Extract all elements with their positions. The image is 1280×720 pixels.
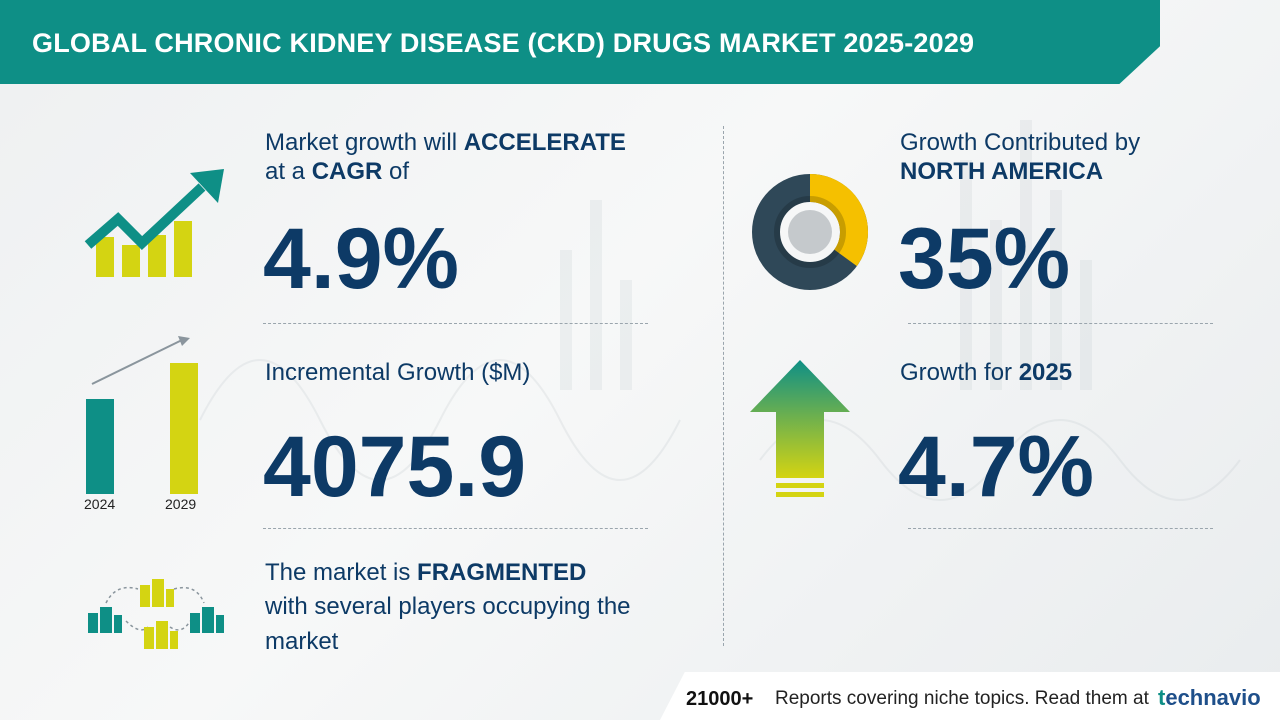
region-name: NORTH AMERICA bbox=[900, 158, 1104, 185]
technavio-logo-mark: t bbox=[1158, 685, 1166, 710]
donut-chart-icon bbox=[752, 174, 868, 290]
fragmented-label: FRAGMENTED bbox=[417, 559, 587, 586]
incremental-value: 4075.9 bbox=[263, 419, 527, 515]
cagr-value: 4.9% bbox=[263, 211, 460, 307]
footer-report-count: 21000+ bbox=[686, 688, 754, 710]
cagr-line-2: at a CAGR of bbox=[265, 155, 409, 189]
divider bbox=[263, 528, 648, 529]
fragmented-line-1-prefix: The market is bbox=[265, 559, 418, 586]
fragmented-line-2: with several players occupying the bbox=[265, 593, 631, 620]
cagr-line-2-suffix: of bbox=[382, 158, 410, 185]
buildings-network-icon bbox=[88, 579, 224, 649]
growth-chart-icon bbox=[84, 169, 224, 277]
year-label-2024: 2024 bbox=[84, 496, 116, 512]
year-label-2029: 2029 bbox=[165, 496, 197, 512]
region-value: 35% bbox=[898, 211, 1071, 307]
cagr-label: CAGR bbox=[311, 158, 383, 185]
header-banner bbox=[0, 0, 1160, 84]
donut-share-slice bbox=[809, 174, 868, 267]
technavio-logo-text: echnavio bbox=[1165, 685, 1261, 710]
page-title: GLOBAL CHRONIC KIDNEY DISEASE (CKD) DRUG… bbox=[32, 28, 975, 58]
incremental-label: Incremental Growth ($M) bbox=[265, 359, 531, 386]
footer-bar bbox=[660, 672, 1280, 720]
growth-year-value: 4.7% bbox=[898, 419, 1095, 515]
cagr-line-1: Market growth will ACCELERATE bbox=[265, 126, 626, 160]
growth-year-label: Growth for 2025 bbox=[900, 356, 1072, 390]
incremental-bars-icon bbox=[86, 336, 198, 494]
cagr-line-1-prefix: Market growth will bbox=[265, 129, 464, 156]
fragmented-line-3: market bbox=[265, 628, 339, 655]
fragmented-line-1: The market is FRAGMENTED bbox=[265, 556, 586, 590]
growth-year-prefix: Growth for bbox=[900, 359, 1019, 386]
footer-text: Reports covering niche topics. Read them… bbox=[775, 688, 1149, 709]
divider bbox=[908, 323, 1213, 324]
technavio-logo[interactable]: technavio bbox=[1158, 685, 1261, 711]
divider bbox=[908, 528, 1213, 529]
cagr-line-2-prefix: at a bbox=[265, 158, 312, 185]
column-divider bbox=[723, 126, 724, 646]
region-line-1: Growth Contributed by bbox=[900, 129, 1141, 156]
donut-center bbox=[788, 210, 832, 254]
up-arrow-icon bbox=[750, 360, 850, 497]
cagr-accelerate-label: ACCELERATE bbox=[463, 129, 626, 156]
growth-year: 2025 bbox=[1018, 359, 1073, 386]
divider bbox=[263, 323, 648, 324]
donut-inner-shadow bbox=[774, 196, 846, 268]
